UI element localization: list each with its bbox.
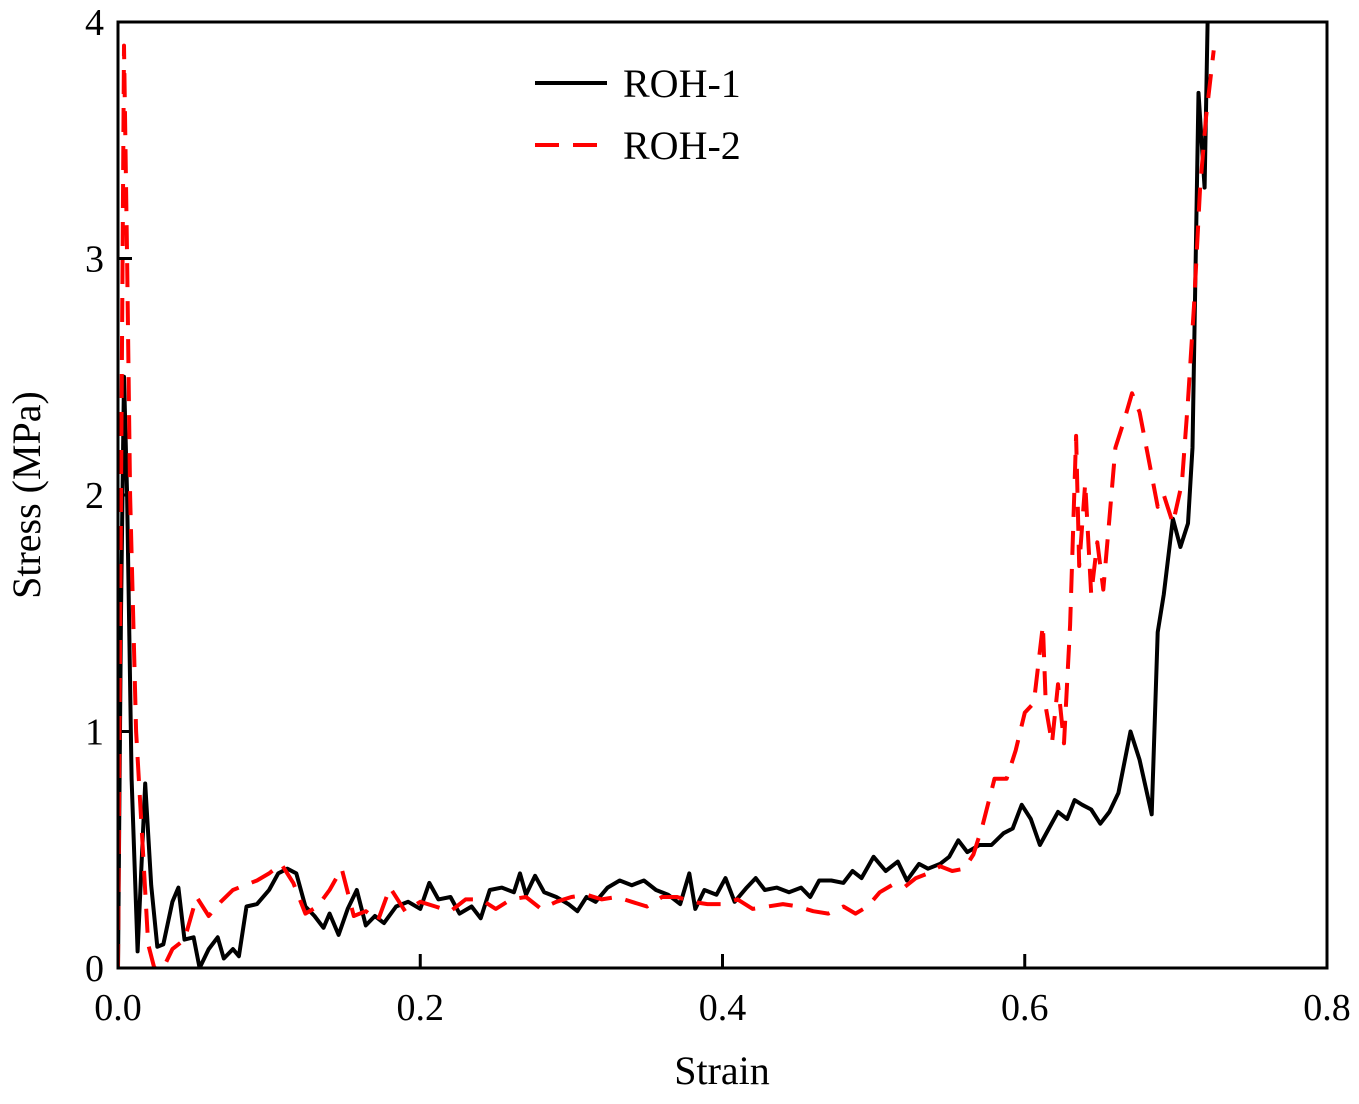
y-tick-label: 2 [85,475,104,517]
y-axis-title: Stress (MPa) [4,391,49,599]
x-tick-label: 0.4 [699,987,747,1029]
series-line [118,22,1210,968]
x-tick-label: 0.2 [397,987,445,1029]
legend-label: ROH-2 [623,123,741,168]
y-tick-label: 3 [85,239,104,281]
x-tick-label: 0.6 [1001,987,1049,1029]
legend-label: ROH-1 [623,61,741,106]
x-tick-label: 0.8 [1303,987,1351,1029]
x-tick-label: 0.0 [94,987,142,1029]
y-tick-label: 0 [85,948,104,990]
x-axis-title: Strain [674,1048,770,1093]
y-tick-label: 4 [85,2,104,44]
series-line [118,43,1216,968]
plot-frame [116,20,1329,970]
y-tick-label: 1 [85,712,104,754]
